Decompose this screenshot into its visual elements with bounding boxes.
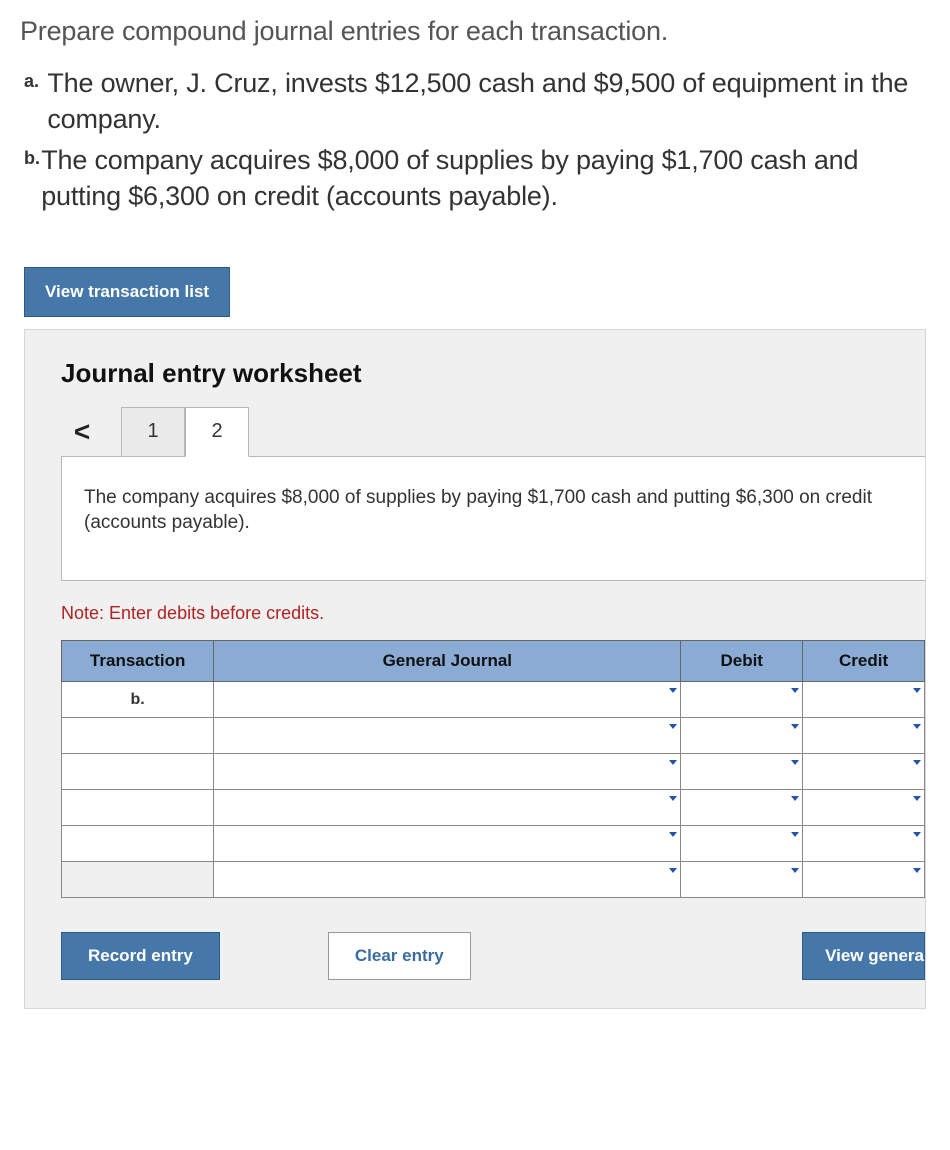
table-row — [62, 826, 925, 862]
cell-general-journal[interactable] — [214, 826, 681, 862]
cell-credit[interactable] — [803, 718, 925, 754]
tab-2[interactable]: 2 — [185, 407, 249, 457]
cell-transaction — [62, 790, 214, 826]
worksheet-title: Journal entry worksheet — [25, 358, 925, 389]
list-marker-a: a. — [24, 65, 47, 138]
col-header-credit: Credit — [803, 641, 925, 682]
list-item: b. The company acquires $8,000 of suppli… — [24, 142, 930, 215]
list-text-a: The owner, J. Cruz, invests $12,500 cash… — [47, 65, 930, 138]
cell-debit[interactable] — [681, 862, 803, 898]
table-body: b. — [62, 682, 925, 898]
cell-debit[interactable] — [681, 718, 803, 754]
cell-credit[interactable] — [803, 682, 925, 718]
cell-transaction — [62, 754, 214, 790]
transaction-list: a. The owner, J. Cruz, invests $12,500 c… — [20, 65, 930, 215]
tab-1[interactable]: 1 — [121, 407, 185, 457]
cell-debit[interactable] — [681, 682, 803, 718]
instruction-text: Prepare compound journal entries for eac… — [20, 16, 930, 47]
clear-entry-button[interactable]: Clear entry — [328, 932, 471, 980]
cell-debit[interactable] — [681, 754, 803, 790]
table-row — [62, 862, 925, 898]
list-text-b: The company acquires $8,000 of supplies … — [41, 142, 930, 215]
table-row: b. — [62, 682, 925, 718]
transaction-description: The company acquires $8,000 of supplies … — [61, 456, 925, 581]
table-row — [62, 790, 925, 826]
cell-general-journal[interactable] — [214, 754, 681, 790]
tab-row: < 1 2 — [25, 407, 925, 457]
cell-transaction-label: b. — [62, 682, 214, 718]
list-marker-b: b. — [24, 142, 41, 215]
record-entry-button[interactable]: Record entry — [61, 932, 220, 980]
cell-credit[interactable] — [803, 826, 925, 862]
table-row — [62, 754, 925, 790]
cell-general-journal[interactable] — [214, 682, 681, 718]
cell-transaction — [62, 718, 214, 754]
view-transaction-list-button[interactable]: View transaction list — [24, 267, 230, 317]
cell-credit[interactable] — [803, 862, 925, 898]
cell-general-journal[interactable] — [214, 862, 681, 898]
cell-transaction-blank — [62, 862, 214, 898]
cell-credit[interactable] — [803, 790, 925, 826]
prev-chevron-icon[interactable]: < — [61, 416, 103, 448]
cell-general-journal[interactable] — [214, 790, 681, 826]
table-row — [62, 718, 925, 754]
col-header-general-journal: General Journal — [214, 641, 681, 682]
cell-transaction — [62, 826, 214, 862]
view-general-button[interactable]: View genera — [802, 932, 925, 980]
col-header-transaction: Transaction — [62, 641, 214, 682]
note-text: Note: Enter debits before credits. — [25, 581, 925, 640]
cell-general-journal[interactable] — [214, 718, 681, 754]
col-header-debit: Debit — [681, 641, 803, 682]
worksheet-panel: Journal entry worksheet < 1 2 The compan… — [24, 329, 926, 1009]
action-row: Record entry Clear entry View genera — [25, 932, 925, 980]
cell-credit[interactable] — [803, 754, 925, 790]
cell-debit[interactable] — [681, 826, 803, 862]
list-item: a. The owner, J. Cruz, invests $12,500 c… — [24, 65, 930, 138]
cell-debit[interactable] — [681, 790, 803, 826]
journal-entry-table: Transaction General Journal Debit Credit… — [61, 640, 925, 898]
